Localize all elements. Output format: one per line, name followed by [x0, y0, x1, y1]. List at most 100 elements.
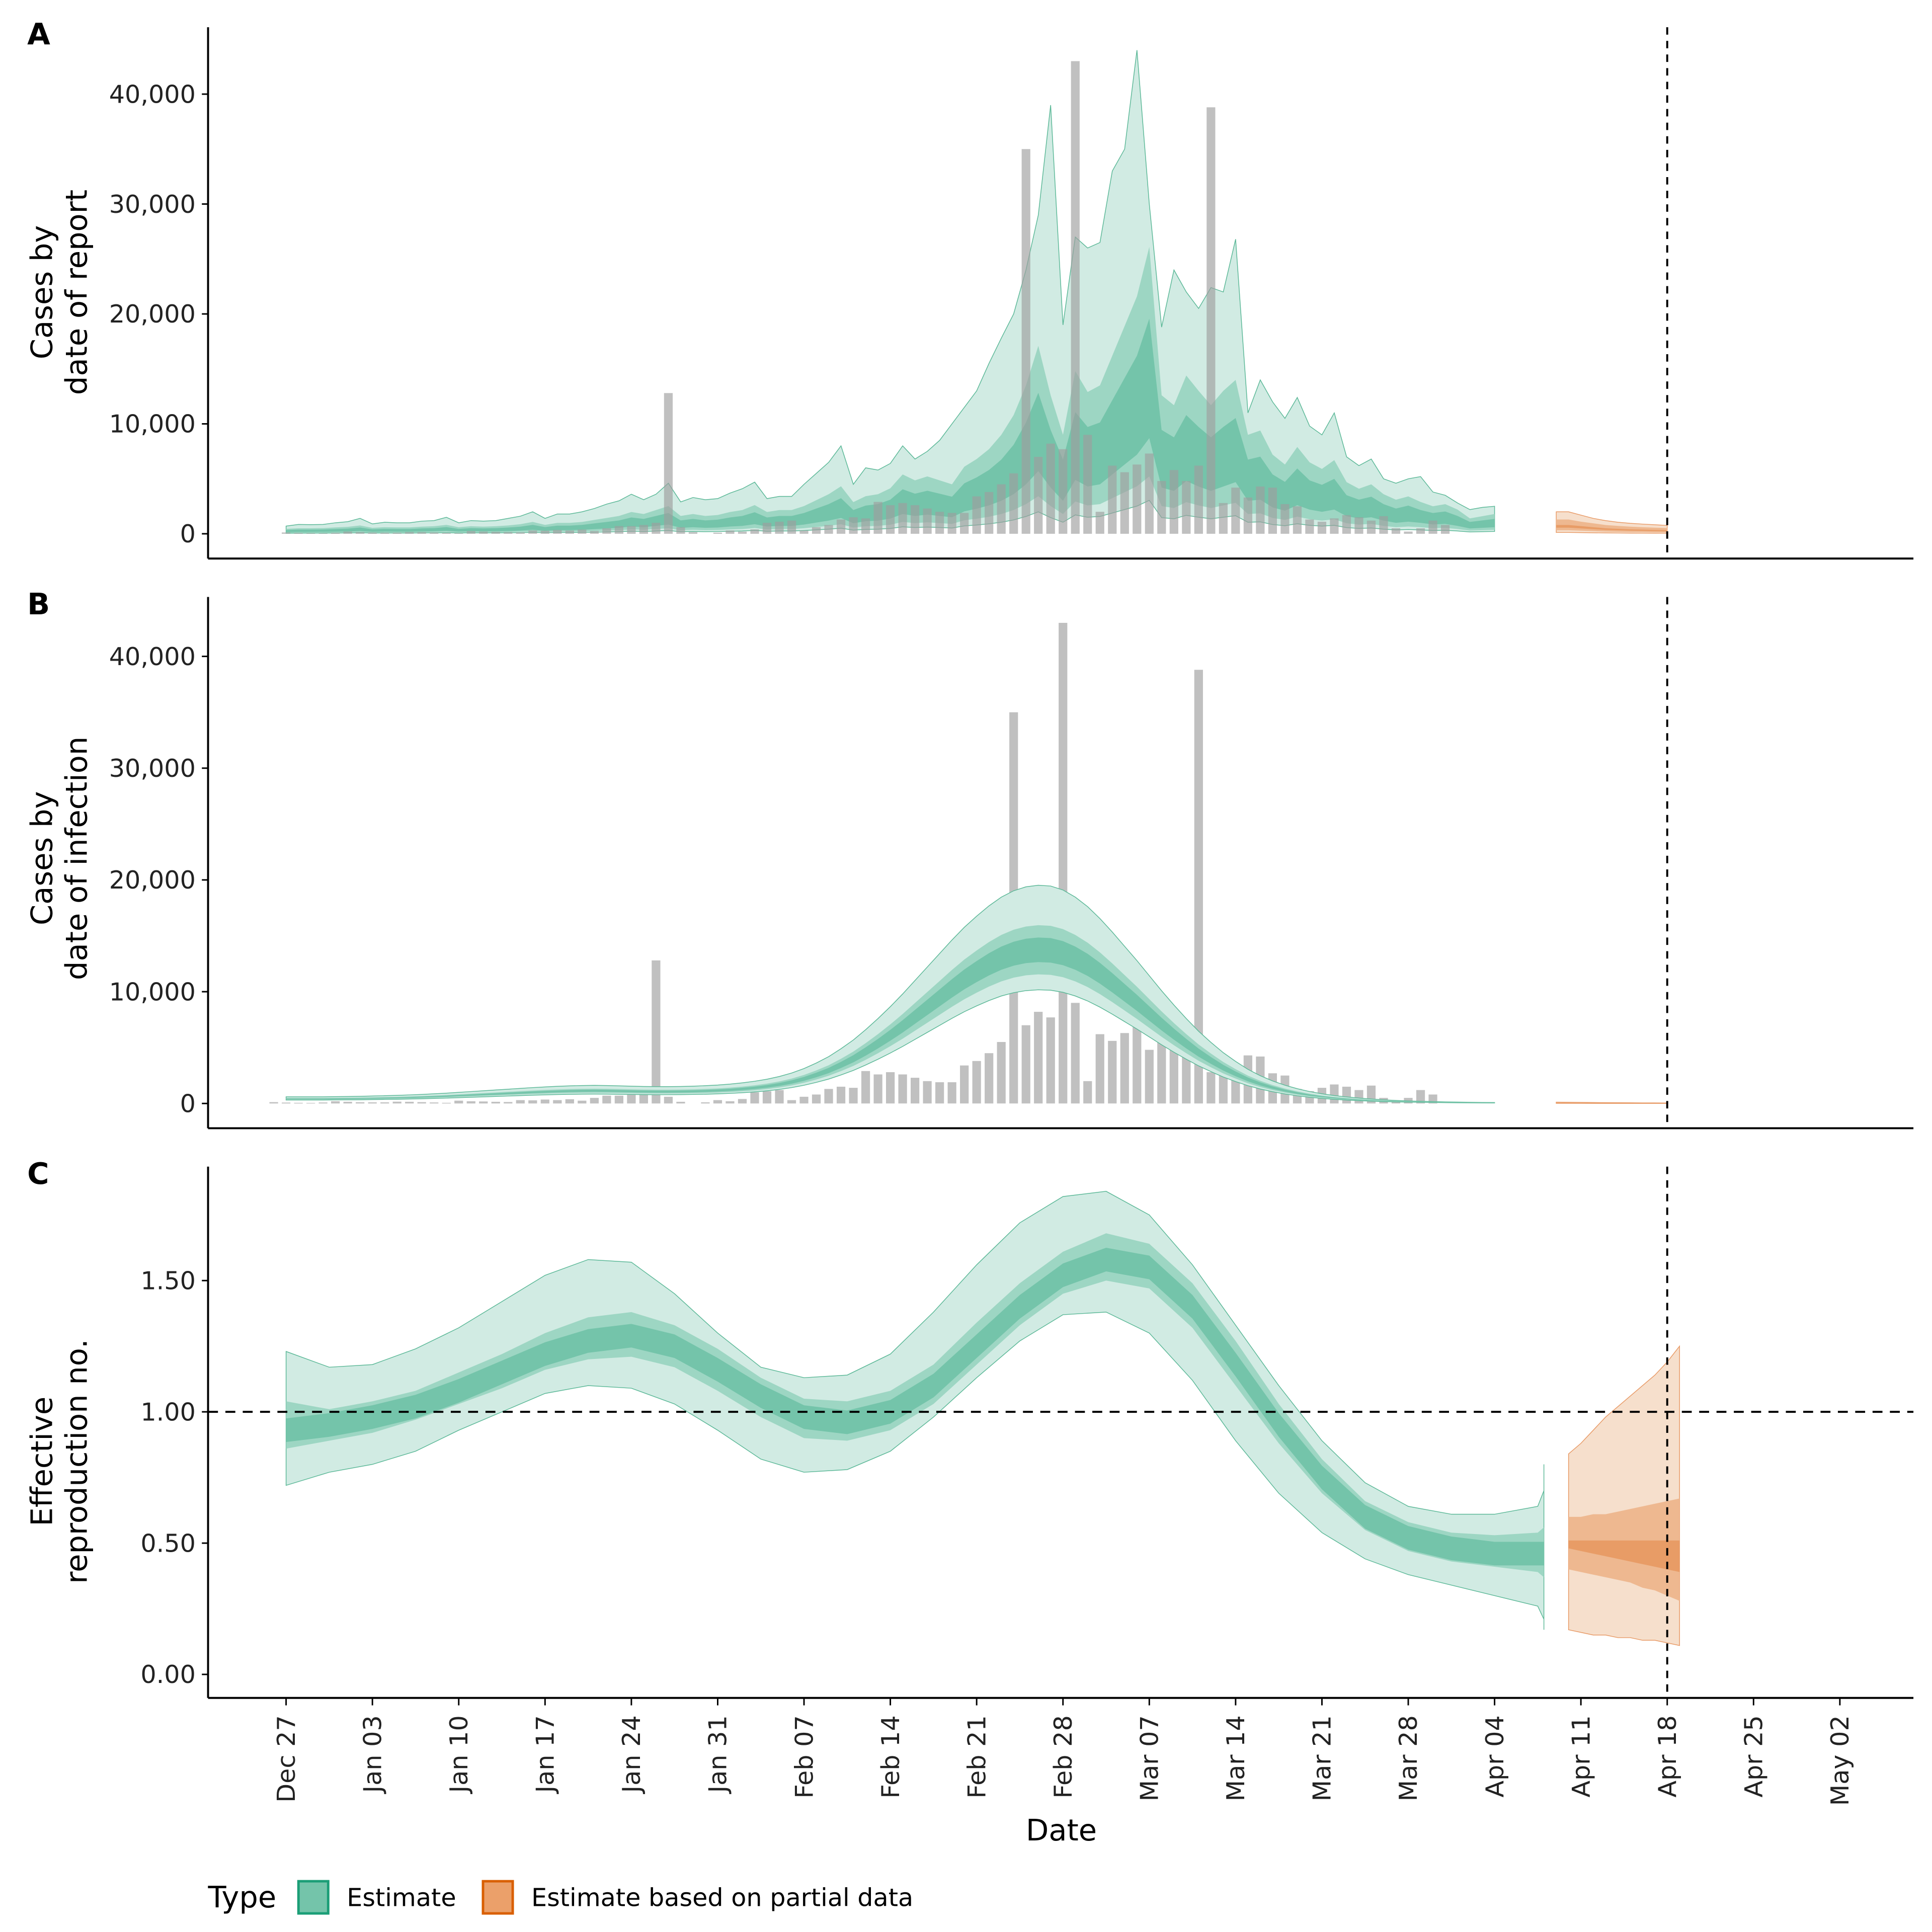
panel-a-estimate-bands: [285, 50, 1668, 534]
report-bar: [1243, 497, 1253, 534]
report-bar: [528, 530, 537, 534]
y-tick-label: 0: [180, 519, 196, 548]
partial-band-20: [1556, 525, 1667, 531]
infection-bar: [282, 1102, 291, 1104]
report-bar: [1046, 443, 1055, 534]
report-bar: [1256, 486, 1265, 534]
panel-a-y-axis: 0 10,000 20,000 30,000 40,000: [109, 27, 1914, 560]
report-bar: [1342, 515, 1351, 534]
x-tick-label: Apr 11: [1566, 1715, 1595, 1797]
infection-bar: [639, 1092, 649, 1104]
report-bar: [664, 393, 673, 534]
infection-bar: [1145, 1050, 1154, 1104]
report-bar: [997, 484, 1006, 534]
report-bar: [343, 531, 352, 534]
infection-bar: [540, 1099, 549, 1104]
report-bar: [812, 527, 821, 534]
infection-bar: [614, 1095, 623, 1104]
partial-band-90: [1568, 1345, 1680, 1646]
x-tick-label: Jan 31: [703, 1715, 733, 1794]
panel-a-ylabel-line1: Cases by: [24, 225, 59, 360]
report-bar: [331, 532, 340, 534]
infection-bar: [738, 1099, 747, 1104]
infection-bar: [972, 1061, 981, 1104]
report-bar: [1330, 518, 1339, 534]
x-tick-label: Jan 24: [617, 1715, 646, 1794]
panel-b-tag: B: [27, 587, 50, 621]
infection-bar: [504, 1102, 513, 1104]
infection-bar: [713, 1100, 722, 1104]
x-axis: Dec 27 Jan 03 Jan 10 Jan 17 Jan 24 Jan 31 Feb …: [272, 1698, 1855, 1806]
report-bar: [688, 532, 698, 534]
legend-label-partial: Estimate based on partial data: [531, 1883, 913, 1912]
partial-band-50: [1556, 519, 1667, 533]
report-bar: [1416, 528, 1425, 534]
infection-bar: [898, 1074, 907, 1104]
report-bar: [873, 502, 882, 534]
report-bar: [738, 531, 747, 534]
x-tick-label: Mar 21: [1308, 1715, 1337, 1801]
panel-c-tag: C: [27, 1156, 49, 1191]
infection-bar: [1330, 1084, 1339, 1104]
report-bar: [836, 519, 846, 534]
panel-b-ylabel-line1: Cases by: [24, 791, 59, 926]
report-bar: [762, 523, 772, 534]
infection-bar: [417, 1102, 426, 1104]
report-bar: [553, 530, 562, 534]
report-bar: [565, 530, 574, 534]
report-bar: [318, 533, 328, 534]
infection-bar: [1108, 1040, 1117, 1104]
report-bar: [1404, 531, 1413, 534]
infection-bar: [331, 1101, 340, 1104]
legend-key-estimate: [297, 1880, 330, 1915]
infection-bar: [454, 1100, 463, 1104]
infection-bar: [1354, 1090, 1363, 1104]
panel-a-tag: A: [27, 17, 50, 52]
report-bar: [1021, 149, 1030, 534]
infection-bar: [1391, 1101, 1401, 1104]
infection-bar: [1083, 1081, 1092, 1104]
report-bar: [540, 530, 549, 534]
y-tick-label: 10,000: [109, 977, 196, 1006]
infection-bar: [466, 1101, 475, 1104]
report-bar: [1133, 464, 1142, 534]
infection-bar: [405, 1101, 414, 1104]
report-bar: [799, 530, 809, 534]
report-bar: [1071, 61, 1080, 534]
infection-bar: [602, 1095, 611, 1104]
report-bar: [1440, 525, 1450, 534]
panel-b-cases-by-infection: B 0 10,000 20,000 30,000 40,000 Cases by dat…: [24, 587, 1914, 1130]
panel-c-reproduction-number: C 0.00 0.50 1.00 1.50 Effective reproductio…: [24, 1156, 1914, 1699]
y-tick-label: 40,000: [109, 79, 196, 109]
infection-bar: [1169, 1050, 1178, 1104]
infection-bar: [775, 1090, 784, 1104]
panel-a-cases-by-report: A 0 10,000 20,000 30,000 40,000 Cases by dat…: [24, 17, 1914, 560]
report-bar: [356, 532, 365, 534]
report-bar: [923, 508, 932, 534]
infection-bar: [1095, 1034, 1104, 1104]
report-bar: [282, 532, 291, 534]
report-bar: [306, 533, 315, 534]
infection-bar: [701, 1102, 710, 1104]
panel-c-y-axis: 0.00 0.50 1.00 1.50: [140, 1166, 1914, 1699]
report-bar: [417, 532, 426, 534]
legend: Type Estimate Estimate based on partial …: [208, 1880, 913, 1915]
x-tick-label: Mar 28: [1394, 1715, 1423, 1801]
report-bar: [1231, 488, 1240, 534]
report-bar: [466, 531, 475, 534]
report-bar: [454, 533, 463, 534]
infection-bar: [590, 1098, 599, 1104]
infection-bar: [676, 1101, 685, 1104]
infection-bar: [343, 1101, 352, 1104]
report-bar: [726, 530, 735, 534]
infection-bar: [947, 1082, 956, 1104]
infection-bar: [368, 1102, 377, 1104]
infection-bar: [824, 1089, 833, 1104]
infection-bar: [1133, 1022, 1142, 1104]
report-bar: [911, 505, 920, 534]
report-bar: [614, 526, 623, 534]
y-tick-label: 10,000: [109, 410, 196, 439]
infection-bar: [1120, 1033, 1129, 1104]
panel-b-estimate-bands: [285, 884, 1668, 1104]
